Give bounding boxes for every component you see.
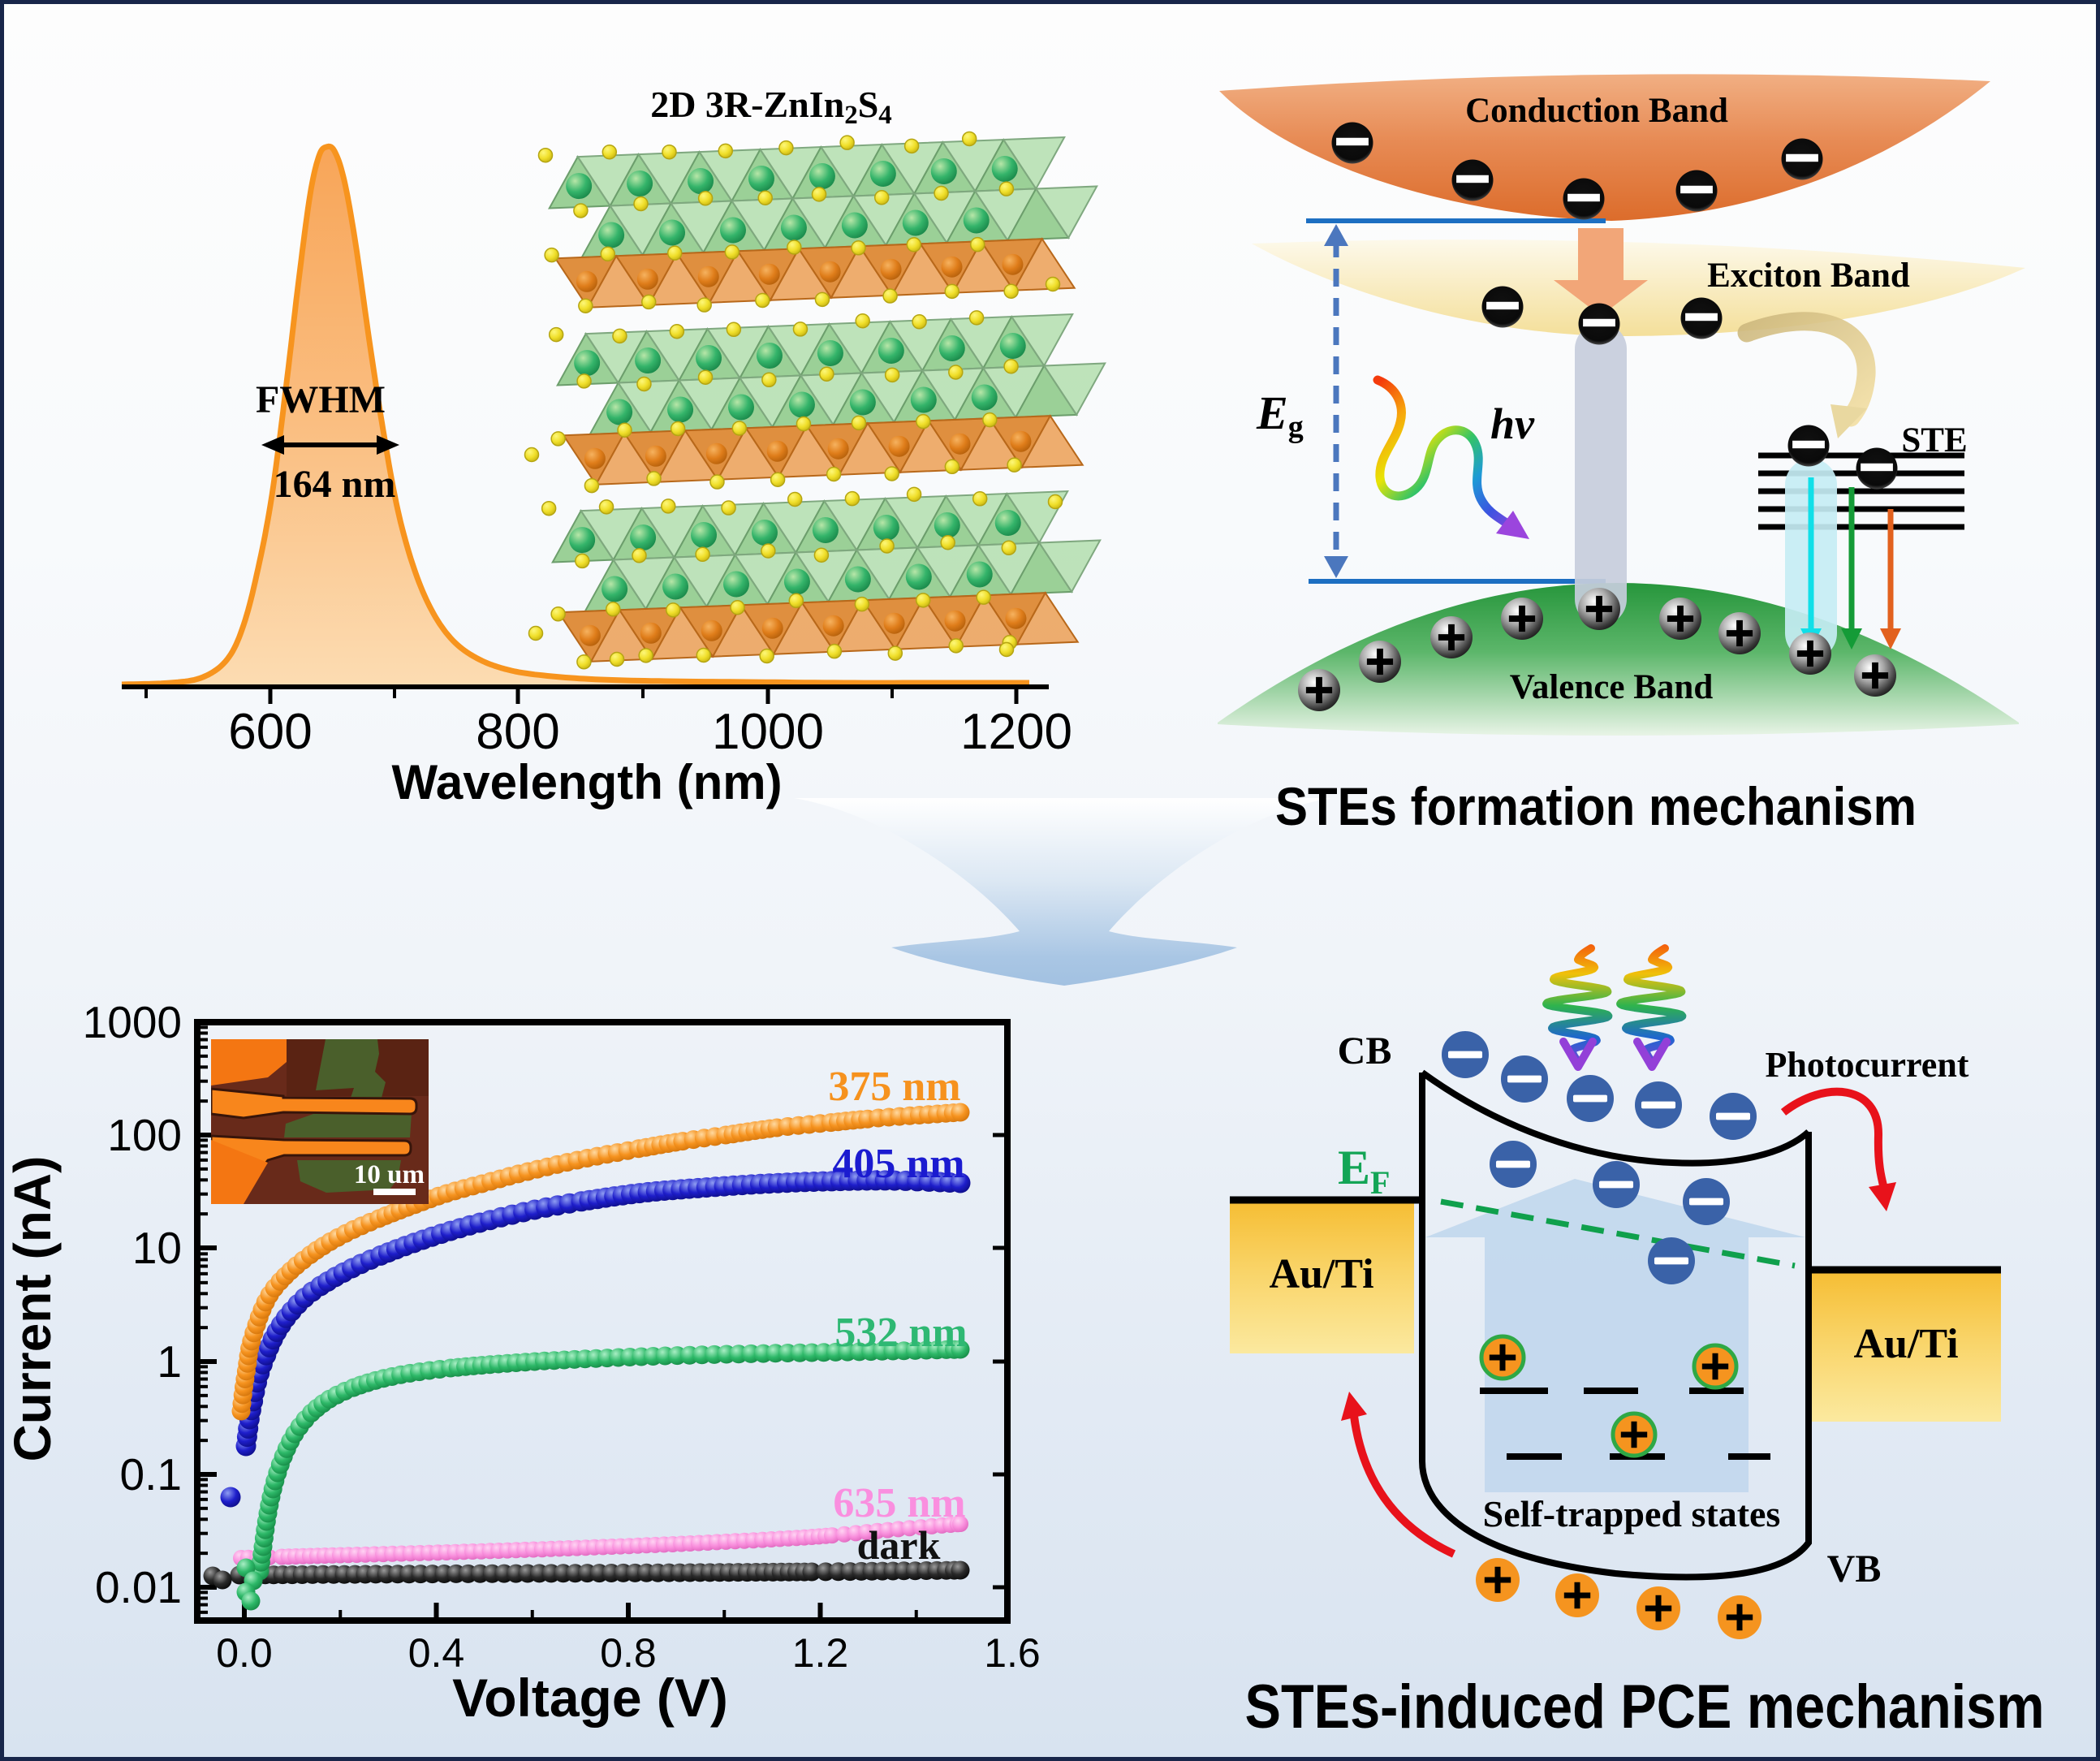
svg-text:1.6: 1.6 — [984, 1630, 1041, 1676]
svg-text:600: 600 — [228, 704, 312, 760]
svg-text:CB: CB — [1338, 1029, 1392, 1073]
svg-text:dark: dark — [857, 1522, 941, 1568]
svg-text:FWHM: FWHM — [256, 378, 386, 421]
svg-text:Self-trapped states: Self-trapped states — [1483, 1493, 1781, 1534]
svg-text:800: 800 — [476, 704, 559, 760]
svg-text:Voltage (V): Voltage (V) — [452, 1668, 728, 1728]
svg-text:Wavelength (nm): Wavelength (nm) — [391, 755, 782, 809]
svg-text:0.01: 0.01 — [95, 1562, 182, 1612]
svg-text:STEs-induced PCE mechanism: STEs-induced PCE mechanism — [1245, 1673, 2045, 1742]
svg-text:405 nm: 405 nm — [832, 1141, 964, 1187]
svg-text:Current (nA): Current (nA) — [3, 1156, 62, 1462]
svg-text:Conduction Band: Conduction Band — [1465, 92, 1728, 130]
svg-text:10: 10 — [132, 1223, 182, 1273]
svg-text:1000: 1000 — [83, 997, 182, 1047]
svg-text:0.4: 0.4 — [408, 1630, 465, 1676]
svg-text:Au/Ti: Au/Ti — [1853, 1321, 1958, 1367]
svg-text:Exciton Band: Exciton Band — [1707, 257, 1910, 295]
svg-text:0.1: 0.1 — [120, 1449, 182, 1500]
svg-text:635 nm: 635 nm — [833, 1480, 965, 1526]
svg-text:Au/Ti: Au/Ti — [1269, 1251, 1373, 1297]
svg-text:375 nm: 375 nm — [828, 1064, 960, 1110]
svg-text:STEs formation mechanism: STEs formation mechanism — [1275, 776, 1917, 836]
svg-text:VB: VB — [1827, 1547, 1882, 1591]
svg-text:1200: 1200 — [960, 704, 1072, 760]
svg-text:164 nm: 164 nm — [274, 463, 396, 506]
svg-text:10 um: 10 um — [354, 1160, 425, 1189]
svg-text:1000: 1000 — [712, 704, 824, 760]
svg-text:1: 1 — [157, 1336, 182, 1387]
svg-text:Valence Band: Valence Band — [1510, 668, 1714, 706]
svg-text:Photocurrent: Photocurrent — [1766, 1045, 1969, 1085]
svg-text:1.2: 1.2 — [792, 1630, 849, 1676]
svg-text:hv: hv — [1490, 399, 1535, 448]
svg-text:0.0: 0.0 — [216, 1630, 273, 1676]
svg-text:STE: STE — [1901, 421, 1967, 460]
svg-text:532 nm: 532 nm — [834, 1310, 967, 1356]
svg-text:100: 100 — [107, 1110, 182, 1160]
svg-text:0.8: 0.8 — [600, 1630, 657, 1676]
